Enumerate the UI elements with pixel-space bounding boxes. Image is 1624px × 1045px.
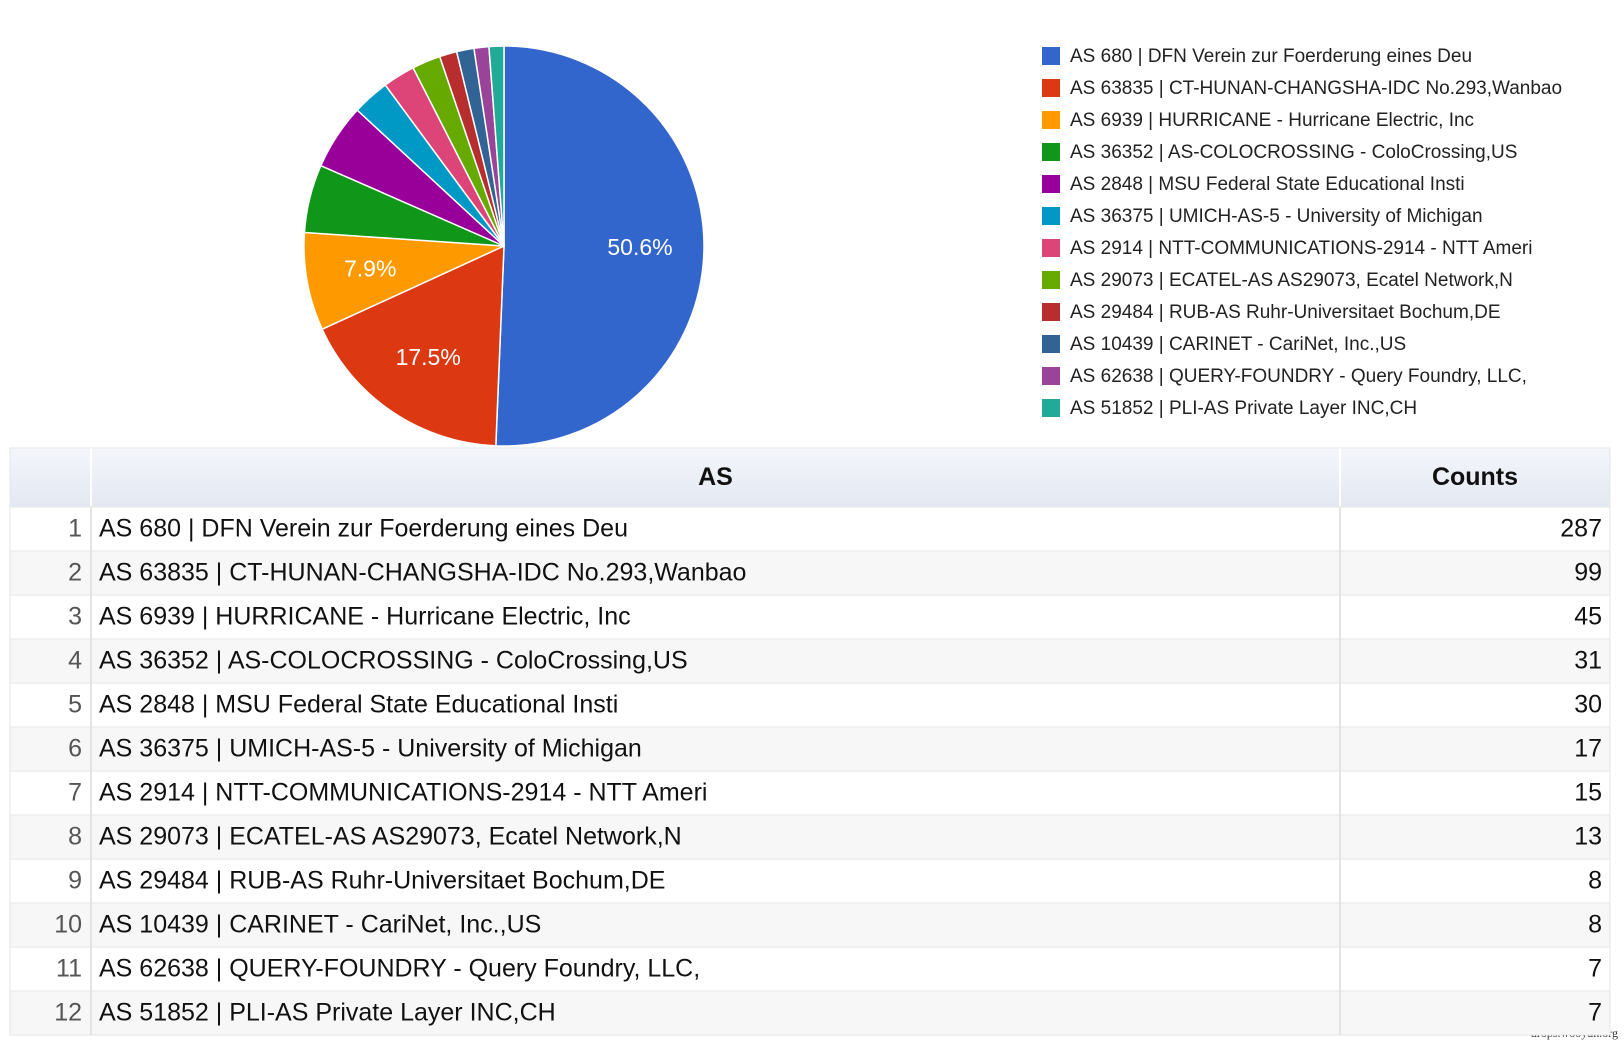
row-index: 2 bbox=[68, 559, 82, 587]
slice-label: 50.6% bbox=[607, 234, 672, 260]
as-name: AS 36352 | AS-COLOCROSSING - ColoCrossin… bbox=[99, 647, 688, 675]
as-name: AS 29073 | ECATEL-AS AS29073, Ecatel Net… bbox=[99, 823, 682, 851]
pie-slice bbox=[303, 231, 505, 331]
as-name: AS 63835 | CT-HUNAN-CHANGSHA-IDC No.293,… bbox=[99, 559, 746, 587]
as-name: AS 2848 | MSU Federal State Educational … bbox=[99, 691, 618, 719]
as-name: AS 36375 | UMICH-AS-5 - University of Mi… bbox=[99, 735, 642, 763]
as-name: AS 51852 | PLI-AS Private Layer INC,CH bbox=[99, 999, 556, 1027]
pie-slice bbox=[495, 45, 705, 447]
legend-label: AS 29073 | ECATEL-AS AS29073, Ecatel Net… bbox=[1070, 270, 1513, 291]
as-name: AS 2914 | NTT-COMMUNICATIONS-2914 - NTT … bbox=[99, 779, 707, 807]
legend-label: AS 29484 | RUB-AS Ruhr-Universitaet Boch… bbox=[1070, 302, 1501, 323]
as-name: AS 6939 | HURRICANE - Hurricane Electric… bbox=[99, 603, 631, 631]
count: 45 bbox=[1574, 603, 1602, 631]
row-index: 5 bbox=[68, 691, 82, 719]
table-row bbox=[9, 946, 1611, 992]
row-index: 7 bbox=[68, 779, 82, 807]
count: 13 bbox=[1574, 823, 1602, 851]
row-index: 8 bbox=[68, 823, 82, 851]
table-row bbox=[9, 770, 1611, 816]
table-row bbox=[9, 814, 1611, 860]
legend-label: AS 63835 | CT-HUNAN-CHANGSHA-IDC No.293,… bbox=[1070, 78, 1562, 99]
slice-label: 7.9% bbox=[344, 256, 396, 282]
legend-swatch bbox=[1042, 111, 1060, 129]
as-name: AS 10439 | CARINET - CariNet, Inc.,US bbox=[99, 911, 541, 939]
as-name: AS 62638 | QUERY-FOUNDRY - Query Foundry… bbox=[99, 955, 700, 983]
count: 8 bbox=[1588, 867, 1602, 895]
table-row bbox=[9, 990, 1611, 1036]
column-header: Counts bbox=[1432, 463, 1518, 491]
legend-swatch bbox=[1042, 47, 1060, 65]
legend-swatch bbox=[1042, 335, 1060, 353]
legend-label: AS 6939 | HURRICANE - Hurricane Electric… bbox=[1070, 110, 1474, 131]
count: 8 bbox=[1588, 911, 1602, 939]
legend-label: AS 62638 | QUERY-FOUNDRY - Query Foundry… bbox=[1070, 366, 1527, 387]
row-index: 3 bbox=[68, 603, 82, 631]
row-index: 10 bbox=[54, 911, 82, 939]
count: 99 bbox=[1574, 559, 1602, 587]
legend-label: AS 680 | DFN Verein zur Foerderung eines… bbox=[1070, 46, 1472, 67]
legend-label: AS 10439 | CARINET - CariNet, Inc.,US bbox=[1070, 334, 1406, 355]
count: 287 bbox=[1560, 515, 1602, 543]
pie-slice bbox=[488, 45, 505, 247]
row-index: 4 bbox=[68, 647, 82, 675]
count: 15 bbox=[1574, 779, 1602, 807]
legend-label: AS 51852 | PLI-AS Private Layer INC,CH bbox=[1070, 398, 1417, 419]
legend-swatch bbox=[1042, 239, 1060, 257]
legend-swatch bbox=[1042, 399, 1060, 417]
table-row bbox=[9, 594, 1611, 640]
table-row bbox=[9, 902, 1611, 948]
table-row bbox=[9, 550, 1611, 596]
row-index: 6 bbox=[68, 735, 82, 763]
legend-swatch bbox=[1042, 271, 1060, 289]
legend-swatch bbox=[1042, 367, 1060, 385]
count: 7 bbox=[1588, 999, 1602, 1027]
row-index: 12 bbox=[54, 999, 82, 1027]
legend-label: AS 36352 | AS-COLOCROSSING - ColoCrossin… bbox=[1070, 142, 1517, 163]
row-index: 1 bbox=[68, 515, 82, 543]
as-name: AS 29484 | RUB-AS Ruhr-Universitaet Boch… bbox=[99, 867, 665, 895]
table-row bbox=[9, 682, 1611, 728]
table-row bbox=[9, 638, 1611, 684]
legend-swatch bbox=[1042, 207, 1060, 225]
legend-swatch bbox=[1042, 303, 1060, 321]
legend-label: AS 2914 | NTT-COMMUNICATIONS-2914 - NTT … bbox=[1070, 238, 1532, 259]
count: 31 bbox=[1574, 647, 1602, 675]
table-header bbox=[9, 447, 1611, 508]
count: 7 bbox=[1588, 955, 1602, 983]
count: 17 bbox=[1574, 735, 1602, 763]
row-index: 11 bbox=[56, 955, 82, 983]
table-row bbox=[9, 858, 1611, 904]
legend-swatch bbox=[1042, 175, 1060, 193]
legend-label: AS 2848 | MSU Federal State Educational … bbox=[1070, 174, 1465, 195]
count: 30 bbox=[1574, 691, 1602, 719]
row-index: 9 bbox=[68, 867, 82, 895]
as-name: AS 680 | DFN Verein zur Foerderung eines… bbox=[99, 515, 628, 543]
legend-label: AS 36375 | UMICH-AS-5 - University of Mi… bbox=[1070, 206, 1483, 227]
table-row bbox=[9, 726, 1611, 772]
legend-swatch bbox=[1042, 79, 1060, 97]
table-row bbox=[9, 506, 1611, 552]
legend-swatch bbox=[1042, 143, 1060, 161]
column-header: AS bbox=[698, 463, 733, 491]
slice-label: 17.5% bbox=[396, 344, 461, 370]
pie-slice bbox=[321, 244, 505, 447]
